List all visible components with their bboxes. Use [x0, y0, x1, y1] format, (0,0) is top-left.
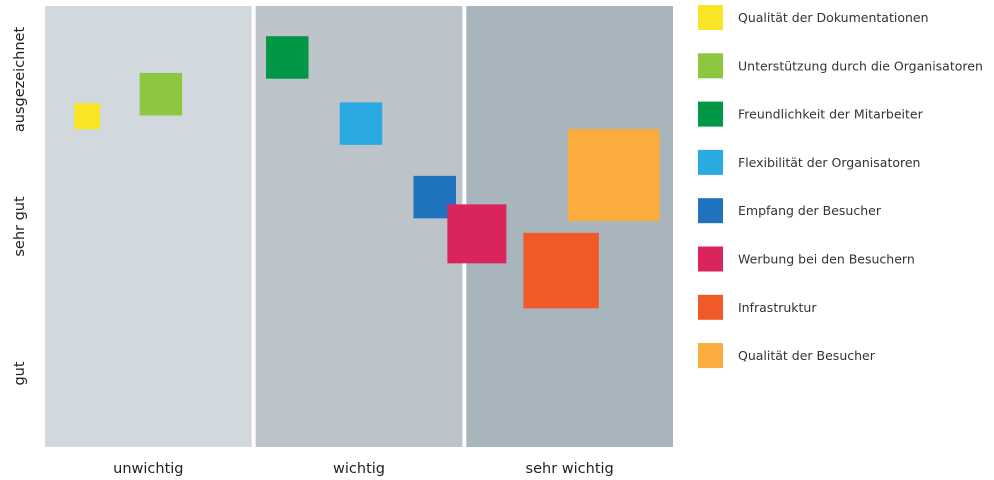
data-point	[266, 36, 309, 79]
band-0	[45, 6, 252, 447]
band-1	[255, 6, 463, 447]
chart-bands	[45, 6, 673, 447]
legend-swatch	[698, 198, 723, 224]
legend-label: Flexibilität der Organisatoren	[738, 155, 920, 170]
data-point	[523, 232, 599, 309]
legend-swatch	[698, 53, 723, 79]
legend-label: Qualität der Dokumentationen	[738, 10, 929, 25]
x-tick-label: unwichtig	[113, 461, 183, 477]
legend-label: Infrastruktur	[738, 300, 817, 315]
legend-label: Empfang der Besucher	[738, 203, 882, 218]
legend-swatch	[698, 294, 723, 320]
legend-label: Werbung bei den Besuchern	[738, 252, 915, 267]
legend-label: Unterstützung durch die Organisatoren	[738, 58, 983, 73]
y-tick-label: ausgezeichnet	[12, 27, 28, 133]
legend-swatch	[698, 343, 723, 369]
legend-swatch	[698, 5, 723, 30]
y-axis-labels: gut sehr gut ausgezeichnet	[12, 27, 28, 386]
data-point	[139, 72, 183, 116]
data-point	[567, 129, 660, 222]
y-tick-label: sehr gut	[12, 196, 28, 257]
data-point	[339, 102, 383, 145]
legend: Qualität der Dokumentationen Unterstützun…	[698, 5, 983, 369]
legend-swatch	[698, 101, 723, 127]
data-point	[74, 103, 101, 130]
x-axis-labels: unwichtig wichtig sehr wichtig	[113, 461, 614, 477]
legend-swatch	[698, 149, 723, 175]
legend-label: Qualität der Besucher	[738, 348, 876, 363]
data-point	[447, 204, 507, 264]
x-tick-label: sehr wichtig	[526, 461, 614, 477]
legend-swatch	[698, 246, 723, 272]
y-tick-label: gut	[12, 361, 28, 385]
chart-points	[74, 36, 660, 309]
legend-label: Freundlichkeit der Mitarbeiter	[738, 107, 924, 122]
x-tick-label: wichtig	[333, 461, 385, 477]
